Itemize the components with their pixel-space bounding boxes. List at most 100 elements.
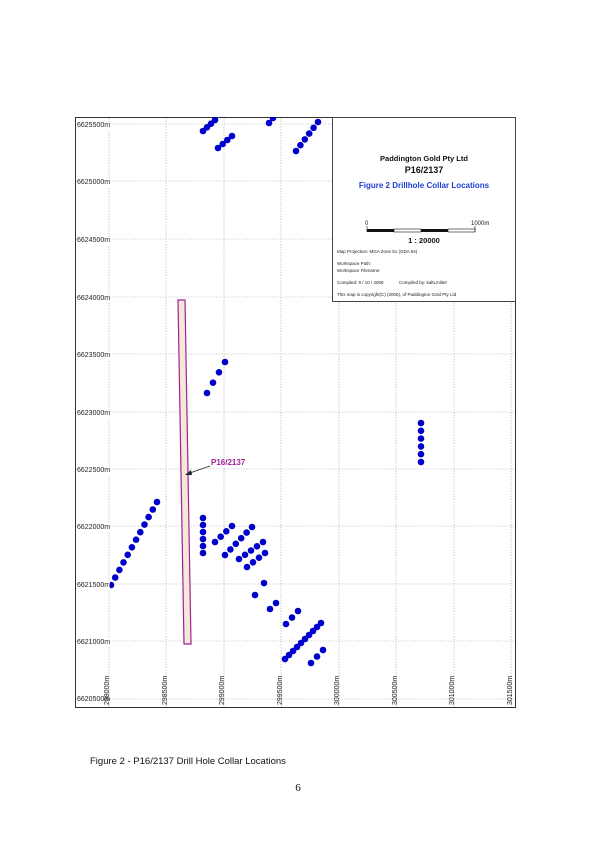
tenement-label-leader <box>185 465 211 475</box>
drillhole-collar-marker <box>237 534 245 542</box>
drillhole-collar-marker <box>120 559 127 566</box>
drillhole-collar-marker <box>224 136 231 144</box>
drillhole-collar-marker <box>199 549 207 557</box>
drillhole-collar-marker <box>313 653 321 660</box>
drillhole-collar-marker <box>219 140 226 148</box>
drillhole-collar-marker <box>228 132 236 140</box>
drillhole-collar-marker <box>214 144 222 152</box>
drillhole-collar-marker <box>209 379 217 387</box>
drillhole-collar-marker <box>417 419 425 427</box>
scale-start-label: 0 <box>365 221 369 227</box>
drillhole-collar-marker <box>211 117 219 124</box>
y-tick-label: 6624500m <box>77 237 111 245</box>
drillhole-collar-marker <box>417 435 425 442</box>
drillhole-collar-marker <box>265 119 273 127</box>
drillhole-collar-marker <box>301 136 309 143</box>
workspace-path: Workspace Path: <box>337 261 372 266</box>
tenement-boundary <box>177 299 192 645</box>
drillhole-collar-marker <box>153 498 161 506</box>
y-tick-label: 6625000m <box>77 179 111 187</box>
y-tick-label: 6623500m <box>77 352 111 360</box>
drillhole-collar-marker <box>243 529 250 536</box>
drillhole-collar-marker <box>251 591 259 599</box>
x-tick-label: 299500m <box>277 675 284 705</box>
y-tick-label: 6621000m <box>77 639 111 647</box>
drillhole-collar-marker <box>141 521 148 528</box>
drillhole-collar-marker <box>235 555 243 563</box>
scale-ratio: 1 : 20000 <box>408 236 440 245</box>
drillhole-collar-marker <box>292 147 300 155</box>
y-tick-label: 6624000m <box>77 295 111 303</box>
figure-title: Figure 2 Drillhole Collar Locations <box>358 181 490 190</box>
x-tick-label: 300000m <box>334 675 341 705</box>
drillhole-collar-marker <box>417 458 425 466</box>
drillhole-map: 6625500m 6625000m 6624500m 6624000m 6623… <box>75 117 516 708</box>
drillhole-collar-marker <box>285 651 293 659</box>
x-tick-label: 299000m <box>219 675 226 705</box>
drillhole-collars <box>107 117 425 667</box>
workspace-filename: Workspace Filename: <box>337 268 381 273</box>
drillhole-collar-marker <box>228 522 236 530</box>
drillhole-collar-marker <box>253 543 261 550</box>
drillhole-collar-marker <box>314 118 322 126</box>
drillhole-collar-marker <box>313 623 321 631</box>
tenement-id: P16/2137 <box>404 165 444 175</box>
drillhole-collar-marker <box>260 579 268 587</box>
drillhole-collar-marker <box>307 659 315 667</box>
drillhole-collar-marker <box>116 566 123 574</box>
map-info-box: Paddington Gold Pty Ltd P16/2137 Figure … <box>332 117 516 302</box>
scale-end-label: 1000m <box>471 221 490 227</box>
drillhole-collar-marker <box>111 574 119 581</box>
drillhole-collar-marker <box>269 117 277 122</box>
drillhole-collar-marker <box>223 528 230 535</box>
y-tick-label: 6621500m <box>77 582 111 590</box>
compiled-date: Compiled: 9 / 10 / 2006 <box>337 280 384 285</box>
drillhole-collar-marker <box>217 533 224 540</box>
drillhole-collar-marker <box>301 635 309 643</box>
drillhole-collar-marker <box>215 369 223 376</box>
drillhole-collar-marker <box>309 627 317 635</box>
company-name: Paddington Gold Pty Ltd <box>380 154 468 163</box>
y-tick-label: 6623000m <box>77 410 111 418</box>
page-number: 6 <box>295 782 301 794</box>
drillhole-collar-marker <box>149 506 157 513</box>
drillhole-collar-marker <box>247 547 255 554</box>
copyright-note: This map is copyright(C) (2006), of Padd… <box>337 292 457 297</box>
drillhole-collar-marker <box>248 523 256 531</box>
drillhole-collar-marker <box>282 620 290 628</box>
drillhole-collar-marker <box>199 521 207 529</box>
drillhole-collar-marker <box>289 647 297 655</box>
x-tick-label: 301000m <box>449 675 456 705</box>
drillhole-collar-marker <box>305 631 313 639</box>
drillhole-collar-marker <box>124 551 131 559</box>
drillhole-collar-marker <box>243 563 251 571</box>
drillhole-collar-marker <box>199 528 207 536</box>
drillhole-collar-marker <box>272 599 280 607</box>
drillhole-collar-marker <box>317 619 325 627</box>
scale-bar <box>366 226 476 233</box>
drillhole-collar-marker <box>305 130 313 137</box>
drillhole-collar-marker <box>221 358 229 366</box>
compiled-by: Compiled by: kaltLmliter <box>399 280 448 285</box>
drillhole-collar-marker <box>417 427 425 435</box>
drillhole-collar-marker <box>255 554 263 561</box>
y-tick-label: 6622500m <box>77 467 111 475</box>
drillhole-collar-marker <box>227 546 234 553</box>
drillhole-collar-marker <box>249 559 257 566</box>
drillhole-collar-marker <box>241 551 249 559</box>
drillhole-collar-marker <box>417 443 425 450</box>
grid-lines <box>76 118 515 707</box>
drillhole-collar-marker <box>288 614 296 621</box>
drillhole-collar-marker <box>199 542 207 550</box>
drillhole-collar-marker <box>281 655 289 663</box>
x-tick-label: 298500m <box>162 675 169 705</box>
y-tick-label: 6620500m <box>77 696 111 704</box>
drillhole-collar-marker <box>199 514 207 522</box>
drillhole-collar-marker <box>319 646 327 654</box>
drillhole-collar-marker <box>132 536 140 543</box>
drillhole-collar-marker <box>232 540 240 548</box>
x-tick-label: 300500m <box>392 675 399 705</box>
drillhole-collar-marker <box>145 513 152 521</box>
drillhole-collar-marker <box>128 544 136 551</box>
drillhole-collar-marker <box>203 389 211 397</box>
